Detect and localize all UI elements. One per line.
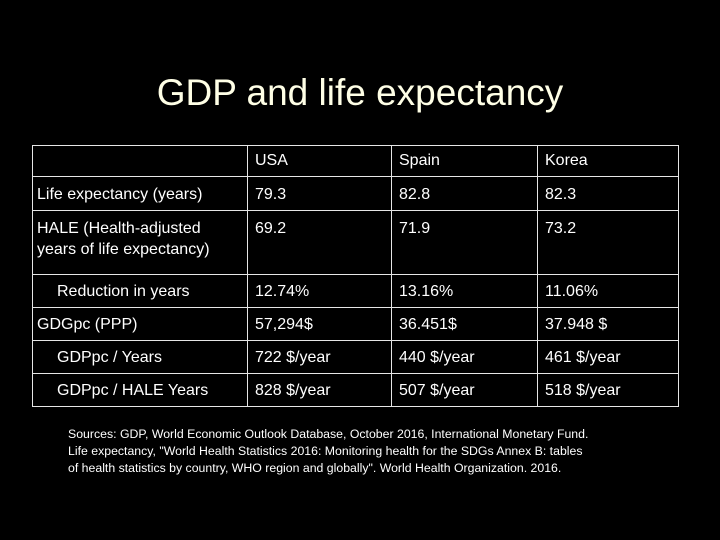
table-cell: 507 $/year xyxy=(391,373,538,407)
table-cell: 36.451$ xyxy=(391,307,538,341)
table-cell: 57,294$ xyxy=(247,307,392,341)
table-cell: 37.948 $ xyxy=(537,307,679,341)
table-cell: 518 $/year xyxy=(537,373,679,407)
sources-line: Sources: GDP, World Economic Outlook Dat… xyxy=(68,427,589,441)
row-label: Reduction in years xyxy=(32,274,248,308)
sources-note: Sources: GDP, World Economic Outlook Dat… xyxy=(68,426,688,477)
table-cell: 12.74% xyxy=(247,274,392,308)
row-label: GDPpc / Years xyxy=(32,340,248,374)
table-cell: 69.2 xyxy=(247,210,392,275)
row-label: Life expectancy (years) xyxy=(32,176,248,211)
table-cell: 71.9 xyxy=(391,210,538,275)
table-cell: 722 $/year xyxy=(247,340,392,374)
row-label: GDPpc / HALE Years xyxy=(32,373,248,407)
table-cell: 82.8 xyxy=(391,176,538,211)
sources-line: of health statistics by country, WHO reg… xyxy=(68,461,562,475)
table-cell: 440 $/year xyxy=(391,340,538,374)
sources-line: Life expectancy, "World Health Statistic… xyxy=(68,444,583,458)
table-cell: 828 $/year xyxy=(247,373,392,407)
table-header-row: USA Spain Korea xyxy=(32,145,679,177)
row-label: HALE (Health-adjusted years of life expe… xyxy=(32,210,248,275)
table-cell: 82.3 xyxy=(537,176,679,211)
table-row: GDPpc / HALE Years 828 $/year 507 $/year… xyxy=(32,373,679,407)
table-row: GDGpc (PPP) 57,294$ 36.451$ 37.948 $ xyxy=(32,307,679,341)
table-row: Reduction in years 12.74% 13.16% 11.06% xyxy=(32,274,679,308)
slide-title: GDP and life expectancy xyxy=(156,72,564,113)
table-row: HALE (Health-adjusted years of life expe… xyxy=(32,210,679,275)
table-row: GDPpc / Years 722 $/year 440 $/year 461 … xyxy=(32,340,679,374)
table-cell: 79.3 xyxy=(247,176,392,211)
table-cell: 73.2 xyxy=(537,210,679,275)
header-cell-korea: Korea xyxy=(537,145,679,177)
data-table: USA Spain Korea Life expectancy (years) … xyxy=(32,145,679,407)
table-cell: 461 $/year xyxy=(537,340,679,374)
header-cell-empty xyxy=(32,145,248,177)
header-cell-spain: Spain xyxy=(391,145,538,177)
row-label: GDGpc (PPP) xyxy=(32,307,248,341)
table-cell: 13.16% xyxy=(391,274,538,308)
table-cell: 11.06% xyxy=(537,274,679,308)
table-row: Life expectancy (years) 79.3 82.8 82.3 xyxy=(32,176,679,211)
header-cell-usa: USA xyxy=(247,145,392,177)
